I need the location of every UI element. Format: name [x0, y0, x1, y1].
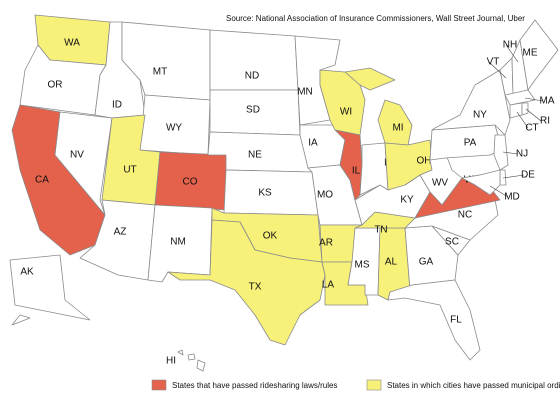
state-label: MT — [153, 67, 167, 78]
state-label: NJ — [516, 149, 528, 160]
state-label: ND — [245, 71, 259, 82]
state-label: MN — [297, 87, 313, 98]
state-label: WI — [340, 107, 352, 118]
legend-label: States that have passed ridesharing laws… — [172, 381, 337, 390]
leader-line — [525, 108, 542, 122]
state-label: RI — [540, 116, 550, 127]
state-label: ME — [523, 48, 538, 59]
state-shape — [344, 67, 396, 91]
state-label: IL — [352, 166, 361, 177]
state-label: GA — [419, 257, 434, 268]
legend-swatch — [151, 379, 167, 391]
state-label: AZ — [114, 227, 127, 238]
state-label: NM — [170, 237, 186, 248]
state-label: WA — [64, 38, 80, 49]
state-label: IA — [308, 138, 318, 149]
state-shape — [9, 254, 91, 321]
state-label: NY — [473, 110, 487, 121]
state-shape — [167, 219, 326, 346]
legend-label: States in which cities have passed munic… — [387, 381, 560, 390]
legend-swatch — [366, 379, 382, 391]
leader-line — [524, 97, 544, 102]
state-shape — [504, 89, 536, 106]
state-shape — [387, 279, 481, 361]
state-label: KS — [258, 188, 272, 199]
state-shape — [359, 142, 389, 196]
state-label: NV — [70, 150, 84, 161]
state-label: KY — [400, 195, 414, 206]
state-shape — [177, 349, 184, 356]
state-label: VT — [487, 57, 500, 68]
state-shape — [11, 314, 31, 326]
state-label: SC — [445, 237, 459, 248]
state-shape — [521, 102, 529, 116]
state-label: FL — [450, 315, 462, 326]
leader-line — [502, 174, 525, 179]
state-label: CA — [35, 175, 49, 186]
state-shape — [461, 169, 501, 196]
state-label: UT — [123, 165, 136, 176]
state-label: AL — [385, 257, 398, 268]
leader-line — [489, 185, 509, 198]
state-label: ID — [112, 100, 122, 111]
state-shape — [334, 129, 363, 201]
state-label: HI — [166, 356, 176, 367]
state-label: TX — [249, 282, 262, 293]
state-shape — [54, 111, 113, 216]
state-label: SD — [246, 105, 260, 116]
state-label: LA — [322, 280, 335, 291]
leader-line — [505, 44, 519, 63]
state-label: NH — [503, 40, 517, 51]
state-shape — [509, 102, 523, 119]
state-label: NE — [248, 150, 262, 161]
leader-line — [516, 111, 529, 129]
state-label: OH — [417, 156, 432, 167]
source: Source: National Association of Insuranc… — [226, 14, 525, 23]
leader-line — [488, 61, 507, 79]
state-label: CT — [525, 123, 538, 134]
state-label: AK — [20, 267, 34, 278]
state-label: NC — [458, 210, 472, 221]
state-label: MI — [392, 123, 403, 134]
state-label: MD — [504, 192, 520, 203]
state-label: TN — [374, 225, 387, 236]
state-shape — [196, 359, 206, 372]
state-label: MA — [540, 96, 555, 107]
state-label: WV — [432, 178, 448, 189]
state-label: MO — [317, 190, 333, 201]
state-label: CO — [183, 177, 198, 188]
state-label: OR — [48, 80, 63, 91]
state-label: OK — [263, 231, 278, 242]
leader-line — [502, 151, 519, 155]
state-label: DE — [521, 170, 535, 181]
state-shape — [187, 353, 196, 361]
state-label: MS — [355, 260, 370, 271]
state-shape — [431, 69, 511, 136]
state-label: AR — [319, 238, 333, 249]
state-label: WY — [166, 123, 182, 134]
state-shape — [519, 19, 559, 91]
state-label: PA — [464, 138, 477, 149]
state-shape — [493, 134, 509, 171]
